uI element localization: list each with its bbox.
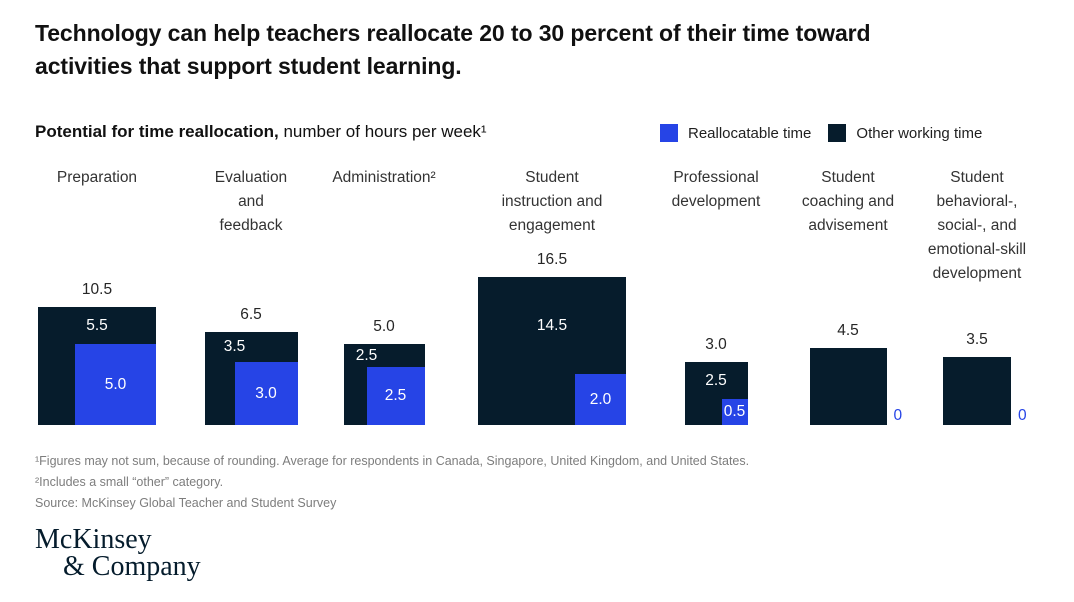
legend-label-reallocatable: Reallocatable time [688, 124, 812, 142]
total-value-label: 16.5 [536, 251, 568, 268]
square-other-working-time [809, 348, 887, 425]
other-value-label: 2.5 [705, 371, 727, 389]
category-label: Administration² [332, 169, 436, 186]
square-other-working-time [943, 357, 1011, 425]
chart-subtitle-bold: Potential for time reallocation, [35, 122, 279, 141]
other-value-label: 5.5 [86, 316, 108, 334]
category-label: Evaluation and feedback [214, 169, 288, 234]
square-reallocatable-time: 3.0 [234, 362, 298, 425]
chart-subtitle: Potential for time reallocation, number … [35, 122, 487, 142]
square-reallocatable-time: 2.5 [366, 367, 425, 425]
logo-line-1: McKinsey [35, 524, 152, 555]
other-value-label: 2.5 [355, 346, 378, 364]
mckinsey-logo: McKinsey & Company [35, 524, 201, 582]
legend-label-other: Other working time [856, 124, 983, 142]
legend-item-reallocatable: Reallocatable time [660, 124, 811, 142]
other-value-label: 14.5 [536, 316, 568, 334]
total-value-label: 6.5 [240, 306, 262, 323]
total-value-label: 3.5 [966, 331, 988, 348]
category-label: Professional development [671, 169, 761, 210]
total-value-label: 3.0 [705, 336, 727, 353]
other-working-time-swatch-icon [828, 124, 847, 142]
total-value-label: 10.5 [81, 281, 113, 298]
total-value-label: 4.5 [837, 322, 859, 339]
category-label: Preparation [56, 169, 138, 186]
square-reallocatable-time: 2.0 [575, 374, 626, 425]
footnotes: ¹Figures may not sum, because of roundin… [35, 454, 750, 510]
legend: Reallocatable time Other working time [660, 124, 982, 142]
category-label: Student instruction and engagement [501, 169, 603, 234]
square-other-working-time: 2.5 2.5 [343, 344, 425, 425]
square-other-working-time: 5.0 5.5 [38, 307, 156, 425]
category-label: Student coaching and advisement [801, 169, 895, 234]
zero-value-label: 0 [893, 407, 903, 424]
other-value-label: 3.5 [223, 338, 246, 355]
zero-value-label: 0 [1018, 407, 1027, 424]
square-other-working-time: 3.0 3.5 [204, 332, 298, 425]
page-title: Technology can help teachers reallocate … [35, 20, 871, 79]
square-reallocatable-time: 0.5 [721, 399, 748, 425]
square-other-working-time: 2.0 14.5 [478, 277, 626, 425]
reallocatable-time-swatch-icon [660, 124, 678, 142]
square-reallocatable-time: 5.0 [75, 344, 156, 425]
category-label: Student behavioral-, social-, and emotio… [927, 169, 1027, 282]
legend-item-other: Other working time [828, 124, 982, 142]
square-other-working-time: 0.5 2.5 [684, 362, 748, 425]
total-value-label: 5.0 [373, 318, 395, 335]
chart-subtitle-unit: number of hours per week¹ [278, 122, 487, 141]
logo-line-2: & Company [63, 551, 201, 582]
